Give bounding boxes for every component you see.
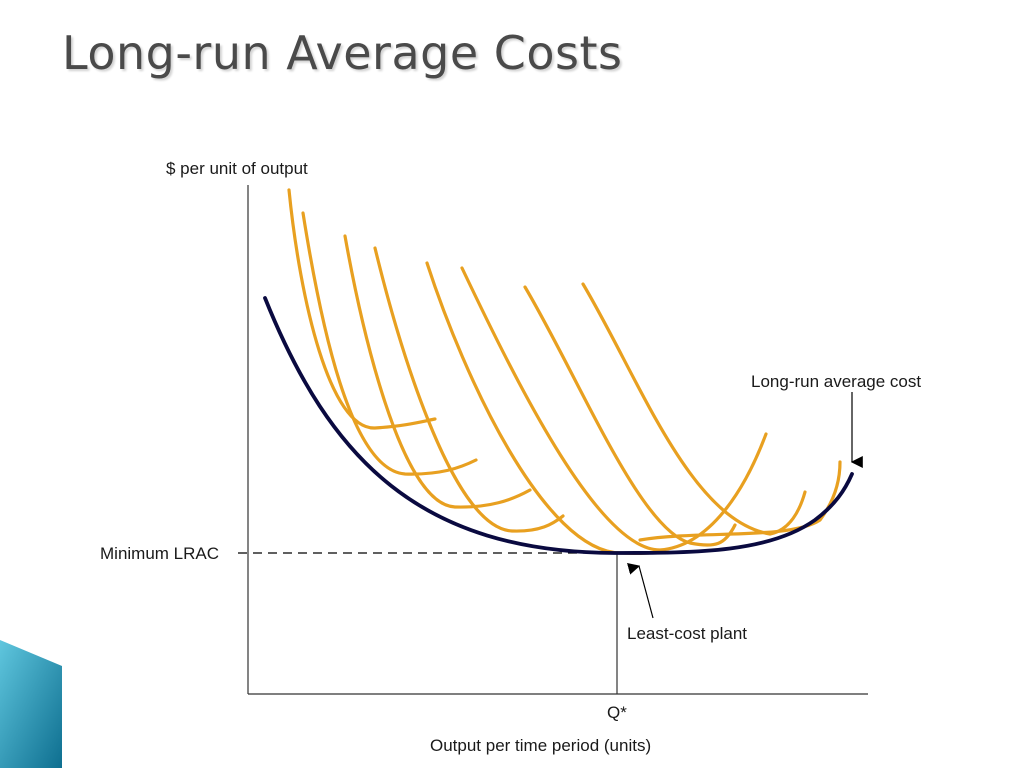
srac-curve-2	[301, 211, 478, 476]
srac-curve-8	[581, 282, 807, 536]
srac-curve-7	[523, 285, 737, 547]
srac-curve-5	[425, 261, 657, 556]
least-cost-plant-arrow	[627, 563, 654, 619]
least-cost-plant-label: Least-cost plant	[627, 624, 747, 643]
min-lrac-label: Minimum LRAC	[100, 544, 219, 563]
corner-decoration	[0, 640, 62, 768]
srac-curve-3	[343, 234, 532, 509]
y-axis-label: $ per unit of output	[166, 159, 308, 178]
slide-title: Long-run Average Costs	[62, 26, 623, 80]
srac-curve-4	[373, 246, 565, 533]
lrac-label: Long-run average cost	[751, 372, 921, 391]
srac-curve-6	[460, 266, 768, 552]
x-axis-label: Output per time period (units)	[430, 736, 651, 755]
srac-curve-9	[638, 460, 842, 542]
short-run-curves	[287, 188, 842, 556]
lrac-curve	[263, 296, 854, 555]
q-star-label: Q*	[607, 703, 627, 722]
srac-curve-1	[287, 188, 437, 430]
